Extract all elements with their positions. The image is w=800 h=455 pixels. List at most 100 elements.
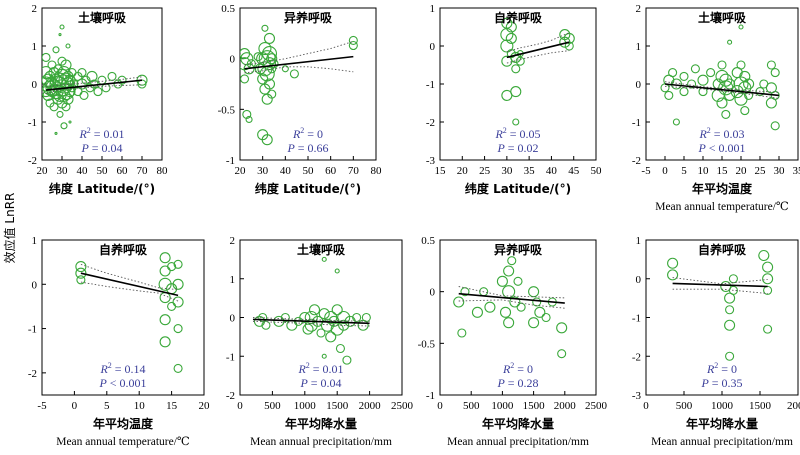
y-tick-label: 0 (230, 54, 236, 66)
x-tick-label: 70 (137, 165, 149, 177)
x-tick-label: 0 (72, 400, 78, 412)
data-point (75, 261, 87, 273)
plot-frame (41, 239, 205, 396)
r-squared-value: = 0 (718, 362, 737, 376)
data-point (509, 296, 521, 308)
data-point (86, 70, 98, 82)
data-point (79, 90, 89, 100)
data-point (679, 87, 689, 97)
x-tick-label: 50 (303, 165, 315, 177)
data-point (263, 32, 276, 44)
p-value: < 0.001 (706, 141, 746, 155)
x-axis-label: 年平均温度 (93, 416, 154, 431)
data-point (308, 304, 321, 316)
r-superscript: 2 (108, 361, 112, 370)
ci-lower-line (506, 50, 570, 64)
p-value: = 0.04 (308, 376, 342, 390)
data-point (258, 41, 272, 56)
r-symbol: R (494, 127, 503, 141)
r-superscript: 2 (714, 361, 718, 370)
x-tick-label: 0 (237, 400, 243, 412)
data-point (286, 319, 298, 331)
p-value: = 0.28 (505, 376, 539, 390)
panel-title: 自养呼吸 (99, 242, 148, 257)
data-point (728, 274, 738, 284)
data-point (54, 131, 58, 135)
panel-7: 0 500 1000 1500 2000 2500 -1 -0.5 0 0.5 异养呼吸 R2 = 0… (418, 235, 608, 448)
y-tick-label: -2 (632, 155, 641, 167)
data-point (48, 84, 64, 100)
x-tick-label: 2000 (787, 400, 800, 412)
data-point (557, 349, 567, 359)
p-value: = 0.02 (505, 141, 539, 155)
data-point (679, 71, 689, 81)
data-point (770, 121, 780, 131)
plot-area (42, 24, 148, 135)
data-point (97, 75, 107, 85)
r-squared-value: = 0.01 (91, 127, 125, 141)
x-tick-label: 0 (643, 400, 649, 412)
data-point (58, 33, 62, 37)
x-axis-label-en: Mean annual precipitation/mm (250, 436, 392, 448)
ci-upper-line (458, 286, 565, 299)
x-tick-label: 25 (755, 165, 767, 177)
panel-title: 异养呼吸 (494, 242, 543, 257)
data-point (762, 261, 774, 273)
data-point (471, 306, 483, 318)
x-tick-label: 1000 (491, 400, 514, 412)
ci-lower-line (244, 66, 354, 74)
data-point (172, 278, 184, 290)
data-point (65, 43, 71, 49)
data-point (159, 252, 171, 264)
data-point (261, 93, 273, 105)
ci-lower-line (252, 320, 370, 327)
data-point (304, 318, 318, 332)
data-point (321, 353, 327, 359)
r-squared-label: R2 = 0.01 (297, 361, 343, 376)
data-point (81, 75, 91, 85)
p-symbol: P (496, 376, 505, 390)
y-tick-label: -1 (426, 390, 435, 402)
data-point (60, 59, 72, 71)
y-tick-label: -0.5 (218, 104, 236, 116)
data-point (258, 312, 268, 323)
data-point (57, 56, 67, 66)
y-tick-label: 2 (636, 3, 642, 15)
y-tick-label: -1 (28, 324, 37, 336)
panel-title: 自养呼吸 (494, 10, 543, 25)
x-tick-label: 1500 (326, 400, 349, 412)
plot-area (453, 256, 568, 359)
x-tick-label: 0 (662, 165, 668, 177)
data-point (697, 74, 709, 86)
data-point (667, 257, 679, 269)
x-axis-label-en: Mean annual temperature/℃ (56, 436, 190, 448)
p-value-label: P = 0.04 (80, 141, 122, 155)
y-tick-label: 0 (636, 274, 642, 286)
ci-upper-line (80, 263, 179, 291)
data-point (724, 292, 736, 304)
y-tick-label: 0 (32, 279, 38, 291)
data-point (348, 40, 358, 51)
plot-area (240, 24, 358, 146)
data-point (77, 68, 87, 78)
x-axis-label: 纬度 Latitude/(°) (49, 181, 155, 196)
r-superscript: 2 (503, 126, 507, 135)
p-value: = 0.35 (709, 376, 743, 390)
data-point (736, 60, 746, 70)
x-tick-label: 20 (37, 165, 49, 177)
x-axis-label: 年平均降水量 (482, 416, 554, 431)
ci-lower-line (80, 281, 179, 302)
data-point (763, 324, 773, 334)
ci-upper-line (244, 40, 354, 66)
data-point (61, 102, 71, 112)
x-axis-label: 年平均温度 (692, 181, 753, 196)
x-tick-label: 2500 (585, 400, 608, 412)
y-tick-label: 1 (636, 41, 642, 53)
data-point (687, 79, 697, 89)
r-squared-label: R2 = 0.03 (698, 126, 744, 141)
data-point (507, 256, 517, 266)
data-point (512, 118, 520, 126)
r-squared-value: = 0.14 (112, 362, 146, 376)
